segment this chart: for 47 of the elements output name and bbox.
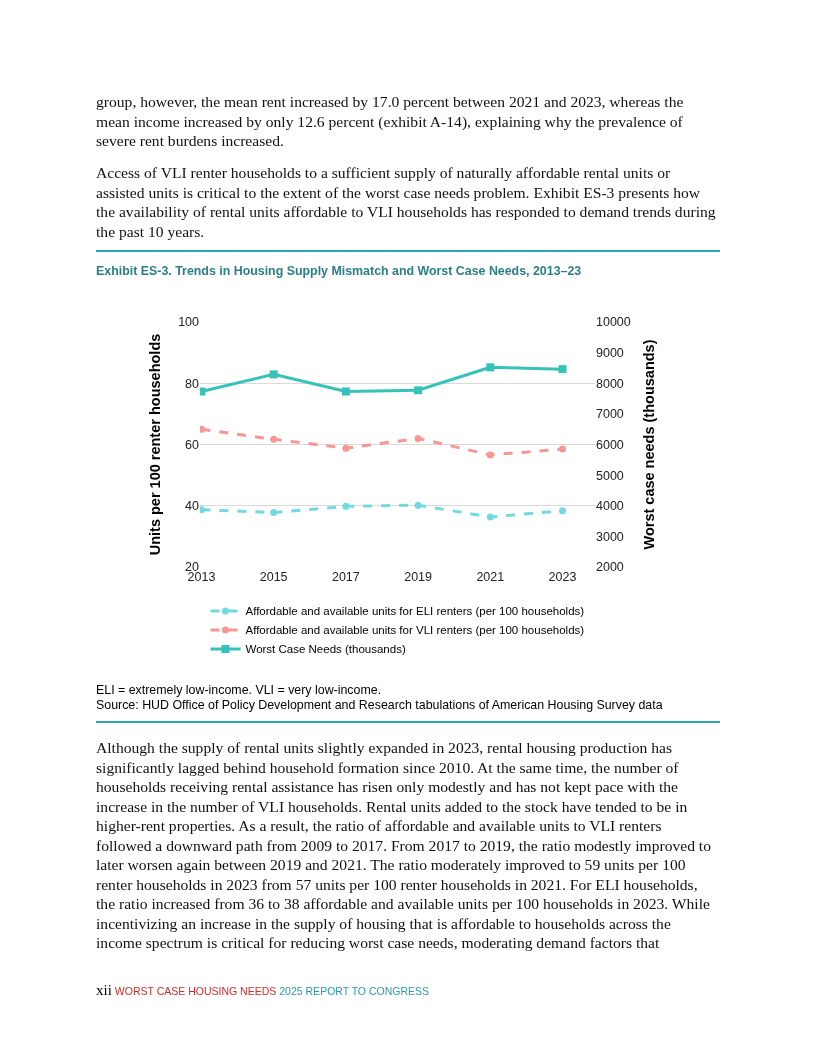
point xyxy=(559,507,566,515)
y2-tick-label: 2000 xyxy=(596,560,624,575)
legend-label: Affordable and available units for ELI renters (per 100 households) xyxy=(245,605,585,618)
y2-tick-label: 4000 xyxy=(596,499,624,514)
x-tick-label: 2023 xyxy=(548,569,577,584)
text: Although the supply of rental units slightly expanded in 2023, rental housing production has significantly lagged behind household formation since 2010. At the same time, the number of households receiving rental assistance has risen only modestly and has not kept pace with the increase in the number of VLI households. Rental units added to the stock have tended to be in higher-rent properties. As a result, the ratio of affordable and available units to VLI renters followed a downward path from 2009 to 2017. From 2017 to 2019, the ratio modestly improved to later worsen again between 2019 and 2021. The ratio moderately improved to 59 units per 100 renter households in 2023 from 57 units per 100 renter households in 2021. For ELI households, the ratio increased from 36 to 38 affordable and available units per 100 households in 2023. While incentivizing an increase in the supply of housing that is affordable to households across the income spectrum is critical for reducing worst case needs, moderating demand factors that xyxy=(96,739,712,951)
y-tick-label: 60 xyxy=(185,437,200,452)
y2-tick-label: 6000 xyxy=(596,437,624,452)
chart-title: Exhibit ES-3. Trends in Housing Supply Mismatch and Worst Case Needs, 2013–23 xyxy=(96,264,582,278)
y-tick-label: 100 xyxy=(178,315,200,330)
x-tick-label: 2021 xyxy=(476,569,505,584)
x-tick-label: 2019 xyxy=(404,569,433,584)
point xyxy=(486,363,495,372)
legend-label: Worst Case Needs (thousands) xyxy=(245,643,406,656)
text: ELI = extremely low-income. VLI = very low-income. xyxy=(96,683,383,698)
y2-tick-label: 7000 xyxy=(596,407,624,422)
point xyxy=(558,365,567,374)
point xyxy=(342,502,350,510)
y2-axis-title: Worst case needs (thousands) xyxy=(641,339,658,550)
y-axis-title: Units per 100 renter households xyxy=(146,333,163,556)
y2-tick-label: 5000 xyxy=(596,468,624,483)
y-tick-label: 80 xyxy=(185,376,200,391)
x-tick-label: 2015 xyxy=(259,569,288,584)
y2-tick-label: 10000 xyxy=(596,315,631,330)
y2-tick-label: 9000 xyxy=(596,346,624,361)
point xyxy=(414,386,423,395)
point xyxy=(486,513,494,521)
point xyxy=(269,370,278,379)
y2-tick-label: 8000 xyxy=(596,376,624,391)
point xyxy=(342,444,350,452)
text: 2025 REPORT TO CONGRESS xyxy=(279,985,430,997)
point xyxy=(559,445,566,453)
point xyxy=(341,387,350,396)
point xyxy=(486,451,494,459)
y-tick-label: 40 xyxy=(185,499,200,514)
legend-label: Affordable and available units for VLI renters (per 100 households) xyxy=(245,624,585,637)
point xyxy=(270,435,278,443)
text: group, however, the mean rent increased by 17.0 percent between 2021 and 2023, whereas the mean income increased by only 12.6 percent (exhibit A-14), explaining why the prevalence of severe rent burdens increased. xyxy=(96,92,685,151)
point xyxy=(270,508,278,516)
source-note: Source: HUD Office of Policy Development and Research tabulations of American Housing Survey data xyxy=(96,698,664,713)
x-tick-label: 2017 xyxy=(331,569,360,584)
text: Access of VLI renter households to a sufficient supply of naturally affordable rental units or assisted units is critical to the extent of the worst case needs problem. Exhibit ES-3 presents how the availability of rental units affordable to VLI households has responded to demand trends during the past 10 years. xyxy=(96,163,717,241)
point xyxy=(414,501,422,509)
point xyxy=(414,434,422,442)
y2-tick-label: 3000 xyxy=(596,529,624,544)
text: WORST CASE HOUSING NEEDS xyxy=(114,985,277,997)
text: xii xyxy=(96,982,112,998)
